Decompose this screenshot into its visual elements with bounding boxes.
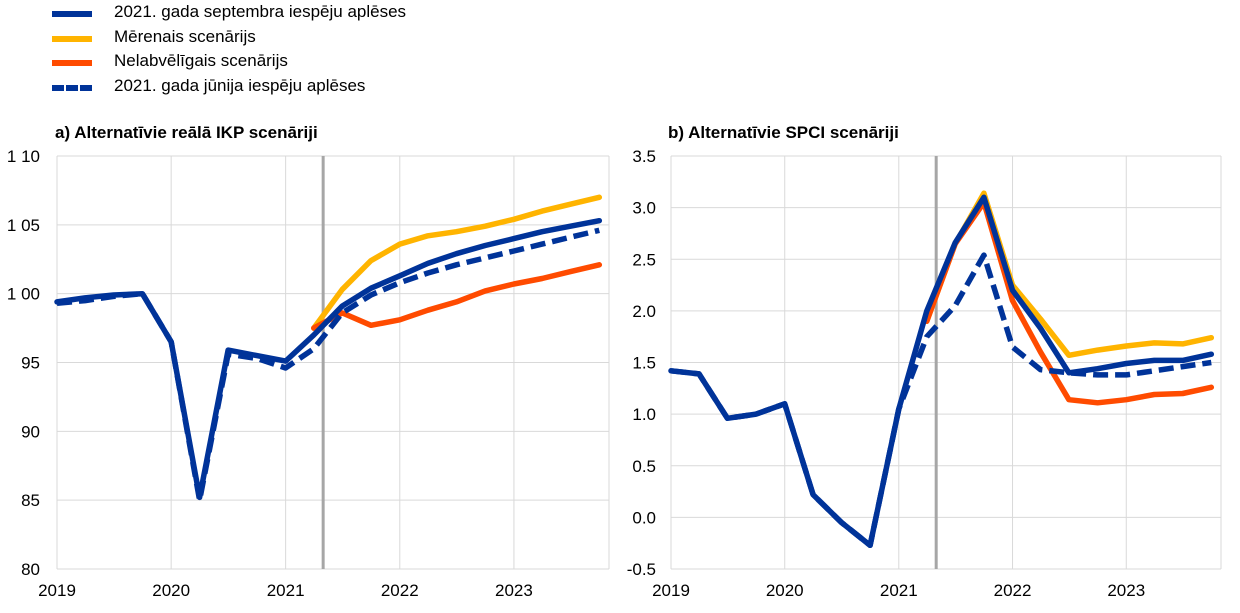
panel-b-title: b) Alternatīvie SPCI scenāriji	[668, 123, 899, 142]
gdp-series-adverse	[311, 262, 603, 331]
gdp-x-tick-label: 2021	[267, 581, 305, 600]
hicp-y-tick-label: 0.5	[632, 457, 656, 476]
hicp-y-tick-label: 2.0	[632, 302, 656, 321]
gdp-y-tick-label: 1 05	[7, 216, 40, 235]
hicp-x-tick-label: 2022	[994, 581, 1032, 600]
gdp-x-tick-label: 2023	[495, 581, 533, 600]
legend-label-september: 2021. gada septembra iespēju aplēses	[114, 2, 407, 21]
gdp-y-tick-label: 90	[21, 422, 40, 441]
gdp-series-moderate	[311, 194, 603, 331]
gdp-y-tick-label: 80	[21, 560, 40, 579]
gdp-y-tick-label: 85	[21, 491, 40, 510]
hicp-x-tick-label: 2021	[880, 581, 918, 600]
hicp-series-september	[668, 194, 1215, 549]
hicp-x-tick-label: 2019	[652, 581, 690, 600]
gdp-y-tick-label: 1 00	[7, 285, 40, 304]
legend-swatch-june	[52, 84, 92, 91]
legend-label-adverse: Nelabvēlīgais scenārijs	[114, 51, 288, 70]
gdp-series-september	[54, 217, 603, 501]
gdp-y-tick-label: 95	[21, 354, 40, 373]
hicp-x-tick-label: 2020	[766, 581, 804, 600]
hicp-y-tick-label: 3.0	[632, 199, 656, 218]
gdp-series-june	[56, 227, 600, 503]
panel-a-title: a) Alternatīvie reālā IKP scenāriji	[55, 123, 318, 142]
legend-swatch-adverse	[52, 60, 92, 66]
hicp-y-tick-label: 1.0	[632, 405, 656, 424]
hicp-y-tick-label: 3.5	[632, 147, 656, 166]
gdp-x-tick-label: 2022	[381, 581, 419, 600]
legend-label-june: 2021. gada jūnija iespēju aplēses	[114, 75, 366, 95]
gdp-x-tick-label: 2020	[152, 581, 190, 600]
gdp-y-tick-label: 1 10	[7, 147, 40, 166]
gdp-x-tick-label: 2019	[38, 581, 76, 600]
hicp-y-tick-label: 2.5	[632, 250, 656, 269]
legend-swatch-september	[52, 11, 92, 17]
hicp-y-tick-label: -0.5	[627, 560, 656, 579]
legend-swatch-moderate	[52, 35, 92, 42]
hicp-y-tick-label: 0.0	[632, 508, 656, 527]
hicp-x-tick-label: 2023	[1107, 581, 1145, 600]
hicp-y-tick-label: 1.5	[632, 354, 656, 373]
legend-label-moderate: Mērenais scenārijs	[114, 26, 256, 46]
